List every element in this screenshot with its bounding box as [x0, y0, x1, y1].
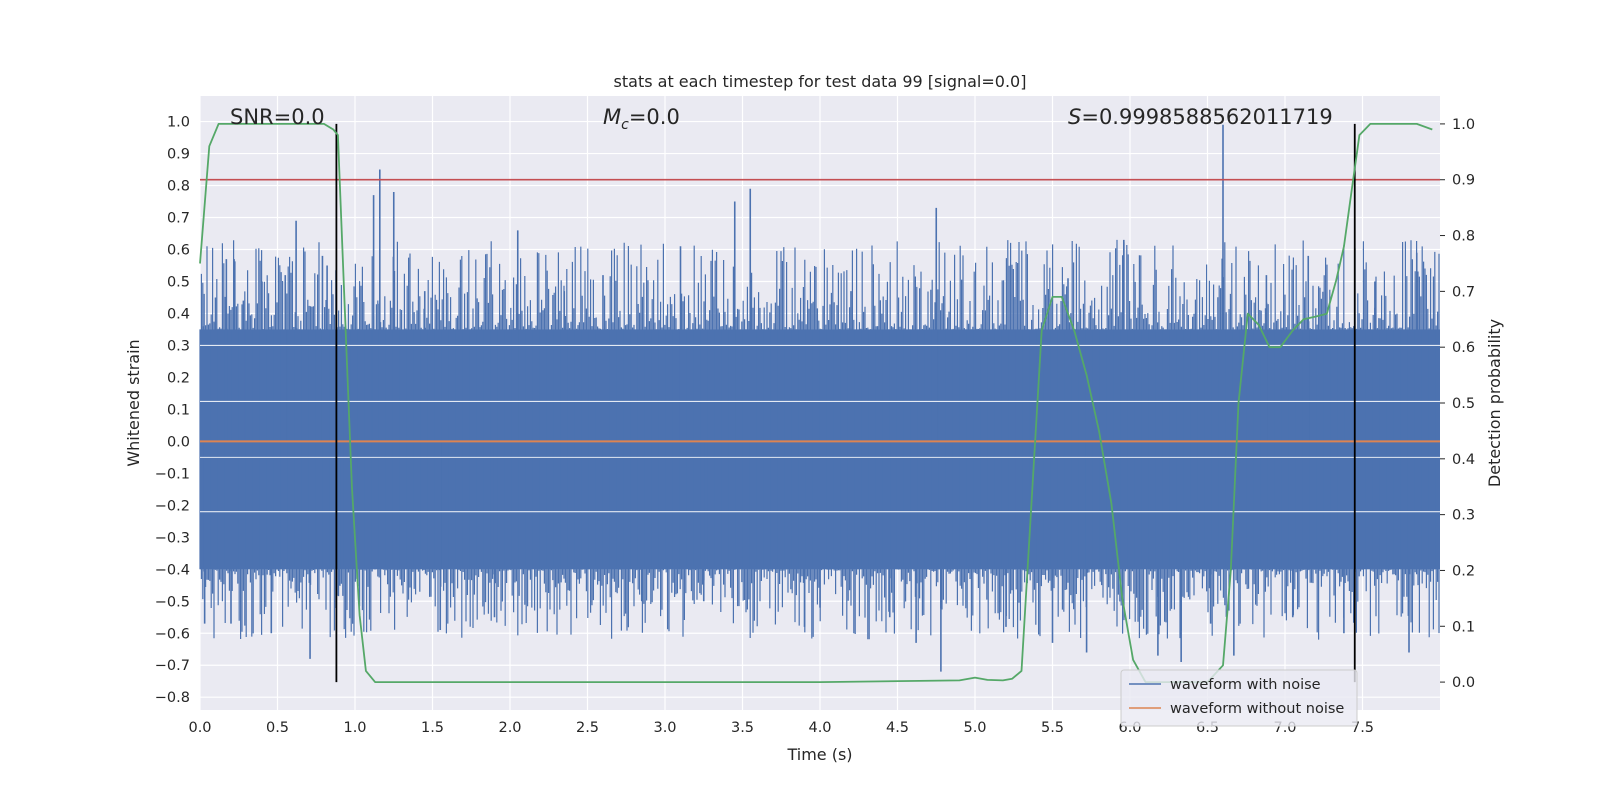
y-tick-label: −0.2 — [155, 498, 190, 514]
snr-annotation: SNR=0.0 — [230, 105, 325, 129]
tick-labels: 0.0 0.5 1.0 1.5 2.0 2.5 3.0 3.5 4.0 4.5 5.0 5.5 6.0 6… — [155, 115, 1475, 736]
y-tick-label: 0.4 — [167, 306, 190, 322]
score-symbol: S — [1068, 105, 1081, 129]
y2-tick-label: 0.2 — [1452, 563, 1475, 579]
score-annotation: S=0.9998588562011719 — [1068, 105, 1333, 129]
x-tick-label: 1.5 — [421, 720, 444, 736]
y-tick-label: −0.3 — [155, 530, 190, 546]
y-tick-label: 0.8 — [167, 179, 190, 195]
x-tick-label: 0.5 — [266, 720, 289, 736]
overlay-lines — [199, 123, 1440, 683]
x-tick-label: 4.5 — [886, 720, 909, 736]
y-tick-label: −0.6 — [155, 626, 190, 642]
y-tick-label: −0.7 — [155, 658, 190, 674]
y-tick-label: −0.8 — [155, 690, 190, 706]
y-tick-label: 0.1 — [167, 402, 190, 418]
legend-label-noise: waveform with noise — [1170, 677, 1321, 693]
y2-tick-label: 0.1 — [1452, 619, 1475, 635]
y-tick-label: 0.2 — [167, 370, 190, 386]
y2-tick-label: 0.0 — [1452, 675, 1475, 691]
y-tick-label: 1.0 — [167, 115, 190, 131]
y2-tick-label: 0.7 — [1452, 284, 1475, 300]
y-axis-label: Whitened strain — [124, 339, 143, 466]
y2-tick-label: 0.4 — [1452, 452, 1475, 468]
x-tick-label: 3.5 — [731, 720, 754, 736]
x-tick-label: 5.5 — [1041, 720, 1064, 736]
chirp-mass-value: =0.0 — [629, 105, 680, 129]
x-axis-label: Time (s) — [786, 745, 852, 764]
y-tick-label: −0.5 — [155, 594, 190, 610]
x-tick-label: 1.0 — [343, 720, 366, 736]
x-tick-label: 2.0 — [498, 720, 521, 736]
x-tick-label: 4.0 — [808, 720, 831, 736]
x-tick-label: 5.0 — [963, 720, 986, 736]
x-tick-label: 0.0 — [188, 720, 211, 736]
score-value: =0.9998588562011719 — [1081, 105, 1332, 129]
y-tick-label: 0.5 — [167, 274, 190, 290]
y2-tick-label: 0.5 — [1452, 396, 1475, 412]
chirp-mass-symbol: M — [603, 105, 621, 129]
y2-tick-label: 0.3 — [1452, 508, 1475, 524]
y2-tick-label: 0.8 — [1452, 229, 1475, 245]
x-tick-label: 2.5 — [576, 720, 599, 736]
x-tick-label: 3.0 — [653, 720, 676, 736]
y-tick-label: 0.0 — [167, 434, 190, 450]
y-tick-label: 0.7 — [167, 211, 190, 227]
y-tick-label: 0.6 — [167, 243, 190, 259]
chirp-mass-annotation: Mc=0.0 — [603, 105, 680, 133]
y-tick-label: −0.1 — [155, 466, 190, 482]
legend-box — [1120, 669, 1358, 727]
y-tick-label: 0.3 — [167, 338, 190, 354]
detection-probability-line — [199, 123, 1433, 683]
legend: waveform with noise waveform without noi… — [1120, 669, 1358, 727]
y2-axis-label: Detection probability — [1485, 319, 1504, 487]
chart-title: stats at each timestep for test data 99 … — [614, 72, 1027, 91]
y-tick-label: −0.4 — [155, 562, 190, 578]
y2-tick-label: 0.9 — [1452, 173, 1475, 189]
legend-label-clean: waveform without noise — [1170, 701, 1344, 717]
chirp-mass-subscript: c — [621, 117, 629, 133]
y-tick-label: 0.9 — [167, 147, 190, 163]
y2-tick-label: 1.0 — [1452, 117, 1475, 133]
y2-tick-label: 0.6 — [1452, 340, 1475, 356]
